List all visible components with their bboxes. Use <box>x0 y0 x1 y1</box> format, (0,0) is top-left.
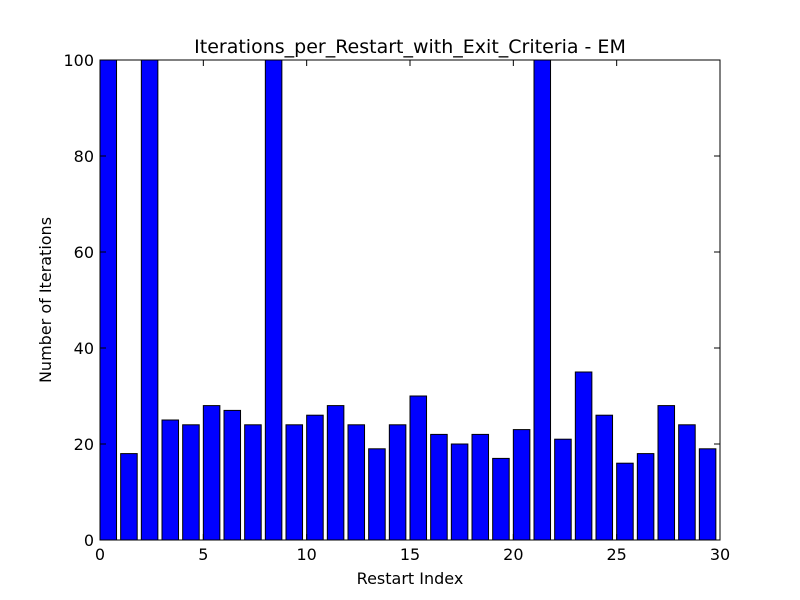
y-tick-label-100: 100 <box>63 51 94 70</box>
chart-title: Iterations_per_Restart_with_Exit_Criteri… <box>194 36 626 58</box>
x-axis-title: Restart Index <box>357 569 464 588</box>
y-tick-label-60: 60 <box>74 243 94 262</box>
bar-18 <box>471 433 490 541</box>
bar-21 <box>533 59 552 541</box>
y-tick-label-80: 80 <box>74 147 94 166</box>
bar-14 <box>388 424 407 541</box>
x-tick-label-0: 0 <box>95 545 105 564</box>
bar-8 <box>264 59 283 541</box>
y-tick-label-0: 0 <box>84 531 94 550</box>
y-tick-label-40: 40 <box>74 339 94 358</box>
bar-12 <box>347 424 366 541</box>
y-axis-title: Number of Iterations <box>36 217 55 383</box>
bar-5 <box>202 405 221 541</box>
bar-26 <box>636 453 655 541</box>
bar-3 <box>161 419 180 541</box>
y-tick-label-20: 20 <box>74 435 94 454</box>
bar-24 <box>595 414 614 541</box>
bar-7 <box>244 424 262 541</box>
x-tick-label-15: 15 <box>400 545 420 564</box>
bar-1 <box>120 453 138 541</box>
ticks-layer: 0 5 10 15 20 25 30 0 20 40 60 80 100 <box>63 51 730 564</box>
x-tick-label-25: 25 <box>606 545 626 564</box>
bar-25 <box>616 462 634 541</box>
bar-16 <box>430 433 448 541</box>
bars-layer <box>99 59 717 541</box>
bar-29 <box>698 448 717 541</box>
bar-23 <box>574 371 593 541</box>
x-tick-label-5: 5 <box>198 545 208 564</box>
bar-17 <box>450 443 469 541</box>
bar-10 <box>306 414 324 541</box>
bar-2 <box>140 59 159 541</box>
x-tick-label-20: 20 <box>503 545 523 564</box>
x-tick-label-30: 30 <box>710 545 730 564</box>
bar-13 <box>368 448 386 541</box>
bar-22 <box>554 438 572 541</box>
bar-19 <box>492 457 510 541</box>
bar-27 <box>657 405 676 541</box>
bar-4 <box>182 424 200 541</box>
bar-15 <box>409 395 428 541</box>
bar-6 <box>223 409 242 541</box>
bar-20 <box>512 429 531 541</box>
bar-0 <box>99 59 118 541</box>
bar-28 <box>678 424 696 541</box>
bar-9 <box>285 424 304 541</box>
x-tick-label-10: 10 <box>296 545 316 564</box>
bar-11 <box>326 405 345 541</box>
